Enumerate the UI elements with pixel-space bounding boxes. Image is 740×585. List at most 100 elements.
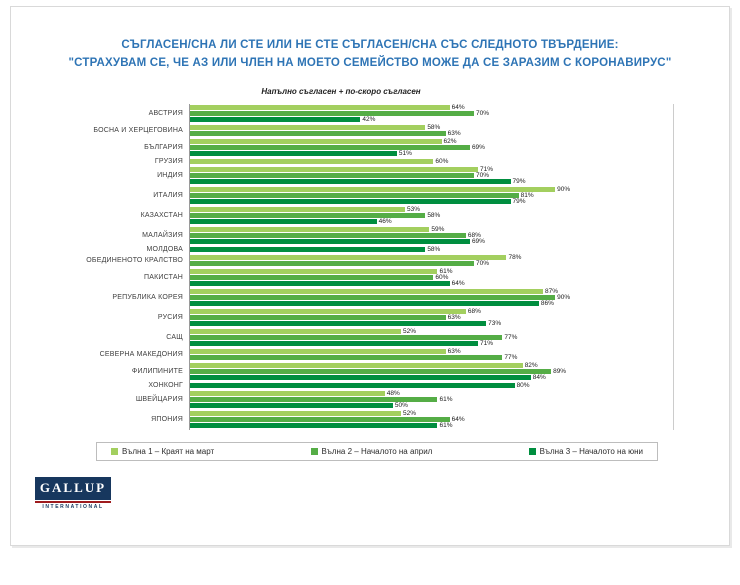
bar-wave-1 (190, 227, 430, 233)
bar-line: 79% (190, 198, 673, 205)
legend-swatch-wave1-icon (111, 447, 118, 455)
bar-line: 62% (190, 138, 673, 145)
bar-wave-1 (190, 289, 543, 295)
bar-value-label: 61% (439, 422, 453, 430)
bar-line: 77% (190, 334, 673, 341)
country-bars-group: 58% 63% (189, 123, 674, 138)
bar-value-label: 61% (439, 268, 453, 276)
report-card: СЪГЛАСЕН/СНА ЛИ СТЕ ИЛИ НЕ СТЕ СЪГЛАСЕН/… (10, 6, 730, 546)
chart-title: СЪГЛАСЕН/СНА ЛИ СТЕ ИЛИ НЕ СТЕ СЪГЛАСЕН/… (31, 37, 709, 73)
country-label: СЕВЕРНА МАКЕДОНИЯ (99, 351, 183, 359)
bar-line: 89% (190, 368, 673, 375)
country-bars-group: 52% 77% 71% (189, 327, 674, 348)
legend-swatch-wave3-icon (528, 447, 536, 455)
bar-value-label: 68% (467, 308, 481, 316)
bar-value-label: 86% (540, 300, 554, 308)
country-label: МОЛДОВА (146, 246, 183, 254)
bar-value-label: 42% (362, 116, 376, 124)
bar-value-label: 84% (532, 374, 546, 382)
bar-wave-1 (190, 167, 479, 173)
bar-line: 48% (190, 390, 673, 397)
bar-line: 58% (190, 212, 673, 219)
bar-wave-1 (190, 139, 442, 145)
country-label: ИТАЛИЯ (153, 192, 183, 200)
country-bars-group: 78% 70% (189, 253, 674, 268)
bar-line: 87% (190, 288, 673, 295)
chart-row: АВСТРИЯ 64% 70% 42% (51, 103, 674, 124)
country-bars-group: 87% 90% 86% (189, 287, 674, 308)
country-label: АВСТРИЯ (148, 110, 183, 118)
legend-label-wave1: Вълна 1 – Краят на март (122, 446, 215, 456)
chart-row: ОБЕДИНЕНОТО КРАЛСТВО 78% 70% (51, 253, 674, 268)
chart-rows: АВСТРИЯ 64% 70% 42% БОСНА И ХЕРЦЕГОВИНА 58% 63… (51, 103, 674, 430)
bar-line: 42% (190, 116, 673, 124)
bar-line: 79% (190, 178, 673, 186)
chart-row: БОСНА И ХЕРЦЕГОВИНА 58% 63% (51, 123, 674, 138)
bar-line: 52% (190, 328, 673, 335)
bar-line: 63% (190, 130, 673, 137)
bar-line: 58% (190, 246, 673, 254)
country-bars-group: 61% 60% 64% (189, 267, 674, 288)
bar-value-label: 90% (557, 186, 571, 194)
bar-value-label: 51% (398, 150, 412, 158)
bar-line: 71% (190, 340, 673, 347)
bar-wave-3 (190, 403, 393, 409)
bar-wave-3 (190, 247, 426, 253)
bar-value-label: 50% (394, 402, 408, 410)
country-label: ЯПОНИЯ (151, 416, 183, 424)
bar-wave-2 (190, 417, 450, 423)
bar-line: 58% (190, 124, 673, 131)
bar-value-label: 52% (402, 410, 416, 418)
chart-row: ШВЕЙЦАРИЯ 48% 61% 50% (51, 389, 674, 410)
bar-wave-2 (190, 369, 552, 375)
bar-wave-3 (190, 117, 361, 123)
bar-line: 70% (190, 260, 673, 267)
gallup-logo-wordmark: GALLUP (35, 476, 111, 500)
bar-value-label: 58% (427, 246, 441, 254)
bar-line: 86% (190, 300, 673, 308)
bar-wave-3 (190, 179, 511, 185)
bar-value-label: 81% (520, 192, 534, 200)
bar-wave-2 (190, 193, 519, 199)
bar-line: 61% (190, 396, 673, 403)
country-bars-group: 62% 69% 51% (189, 137, 674, 158)
chart-row: ХОНКОНГ 80% (51, 381, 674, 390)
legend-label-wave2: Вълна 2 – Началото на април (321, 446, 433, 456)
bar-line: 69% (190, 144, 673, 152)
chart-row: ГРУЗИЯ 60% (51, 157, 674, 166)
bar-line: 69% (190, 238, 673, 245)
bar-wave-3 (190, 199, 511, 205)
bar-line: 70% (190, 172, 673, 180)
bar-line: 60% (190, 274, 673, 281)
bar-value-label: 79% (512, 178, 526, 186)
bar-wave-2 (190, 335, 503, 341)
bar-value-label: 63% (447, 348, 461, 356)
country-label: ГРУЗИЯ (154, 158, 183, 166)
bar-wave-1 (190, 105, 450, 111)
country-label: БЪЛГАРИЯ (144, 144, 183, 152)
bar-wave-2 (190, 355, 503, 361)
chart-subtitle: Напълно съгласен + по-скоро съгласен (261, 86, 421, 96)
bar-value-label: 53% (407, 206, 421, 214)
bar-line: 68% (190, 232, 673, 239)
bar-wave-1 (190, 269, 438, 275)
bar-wave-1 (190, 329, 401, 335)
country-bars-group: 53% 58% 46% (189, 205, 674, 226)
bar-line: 68% (190, 308, 673, 316)
bar-wave-3 (190, 301, 539, 307)
bar-wave-3 (190, 151, 397, 157)
bar-line: 64% (190, 416, 673, 423)
bar-wave-1 (190, 187, 556, 193)
country-label: МАЛАЙЗИЯ (142, 232, 183, 240)
country-bars-group: 58% (189, 245, 674, 254)
bar-line: 64% (190, 280, 673, 287)
bar-line: 51% (190, 150, 673, 158)
bar-line: 71% (190, 166, 673, 173)
country-label: ШВЕЙЦАРИЯ (135, 396, 183, 404)
bar-line: 46% (190, 218, 673, 225)
bar-wave-2 (190, 275, 434, 281)
bar-value-label: 69% (471, 144, 485, 152)
bar-value-label: 70% (476, 172, 490, 180)
chart-row: САЩ 52% 77% 71% (51, 327, 674, 348)
bar-line: 70% (190, 110, 673, 117)
